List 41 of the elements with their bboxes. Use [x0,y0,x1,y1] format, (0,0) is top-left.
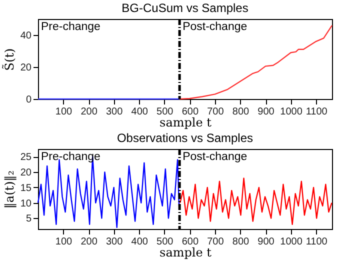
y-axis-title: ‖a(t)‖₂ [2,170,16,209]
y-tick-label: 0 [26,94,32,106]
annotation: Pre-change [41,151,100,163]
x-tick-label: 300 [106,106,124,118]
x-tick-label: 600 [182,106,199,118]
chart-title: BG-CuSum vs Samples [122,0,248,15]
x-tick-label: 1100 [306,106,328,118]
x-tick-label: 400 [131,106,148,118]
y-tick-label: 25 [20,152,32,164]
x-axis-title: sample t [160,246,212,260]
x-tick-label: 700 [207,106,224,118]
x-tick-label: 800 [232,106,250,118]
x-tick-label: 200 [80,236,98,248]
y-tick-label: 20 [20,168,32,179]
x-tick-label: 500 [156,236,174,248]
x-tick-label: 200 [80,106,98,118]
y-tick-label: 15 [20,182,32,194]
x-tick-label: 800 [232,236,250,248]
x-tick-label: 300 [106,236,124,248]
y-axis-title: S̃(t) [2,48,16,71]
x-tick-label: 900 [258,106,275,118]
x-tick-label: 100 [55,236,73,248]
x-tick-label: 600 [182,236,199,248]
x-tick-label: 1100 [306,236,328,248]
y-tick-label: 10 [20,198,32,210]
x-tick-label: 1000 [280,236,303,248]
line-series [179,178,332,225]
x-tick-label: 700 [207,236,224,248]
x-tick-label: 400 [131,236,148,248]
x-axis-title: sample t [160,116,212,130]
annotation: Pre-change [41,21,100,33]
y-tick-label: 40 [20,30,32,42]
x-tick-label: 900 [258,236,275,248]
x-tick-label: 1000 [280,106,303,118]
chart-title: Observations vs Samples [116,130,254,145]
annotation: Post-change [182,151,248,163]
annotation: Post-change [182,21,248,33]
x-tick-label: 500 [156,106,174,118]
x-tick-label: 100 [55,106,73,118]
y-tick-label: 20 [20,62,32,74]
y-tick-label: 5 [26,214,32,225]
